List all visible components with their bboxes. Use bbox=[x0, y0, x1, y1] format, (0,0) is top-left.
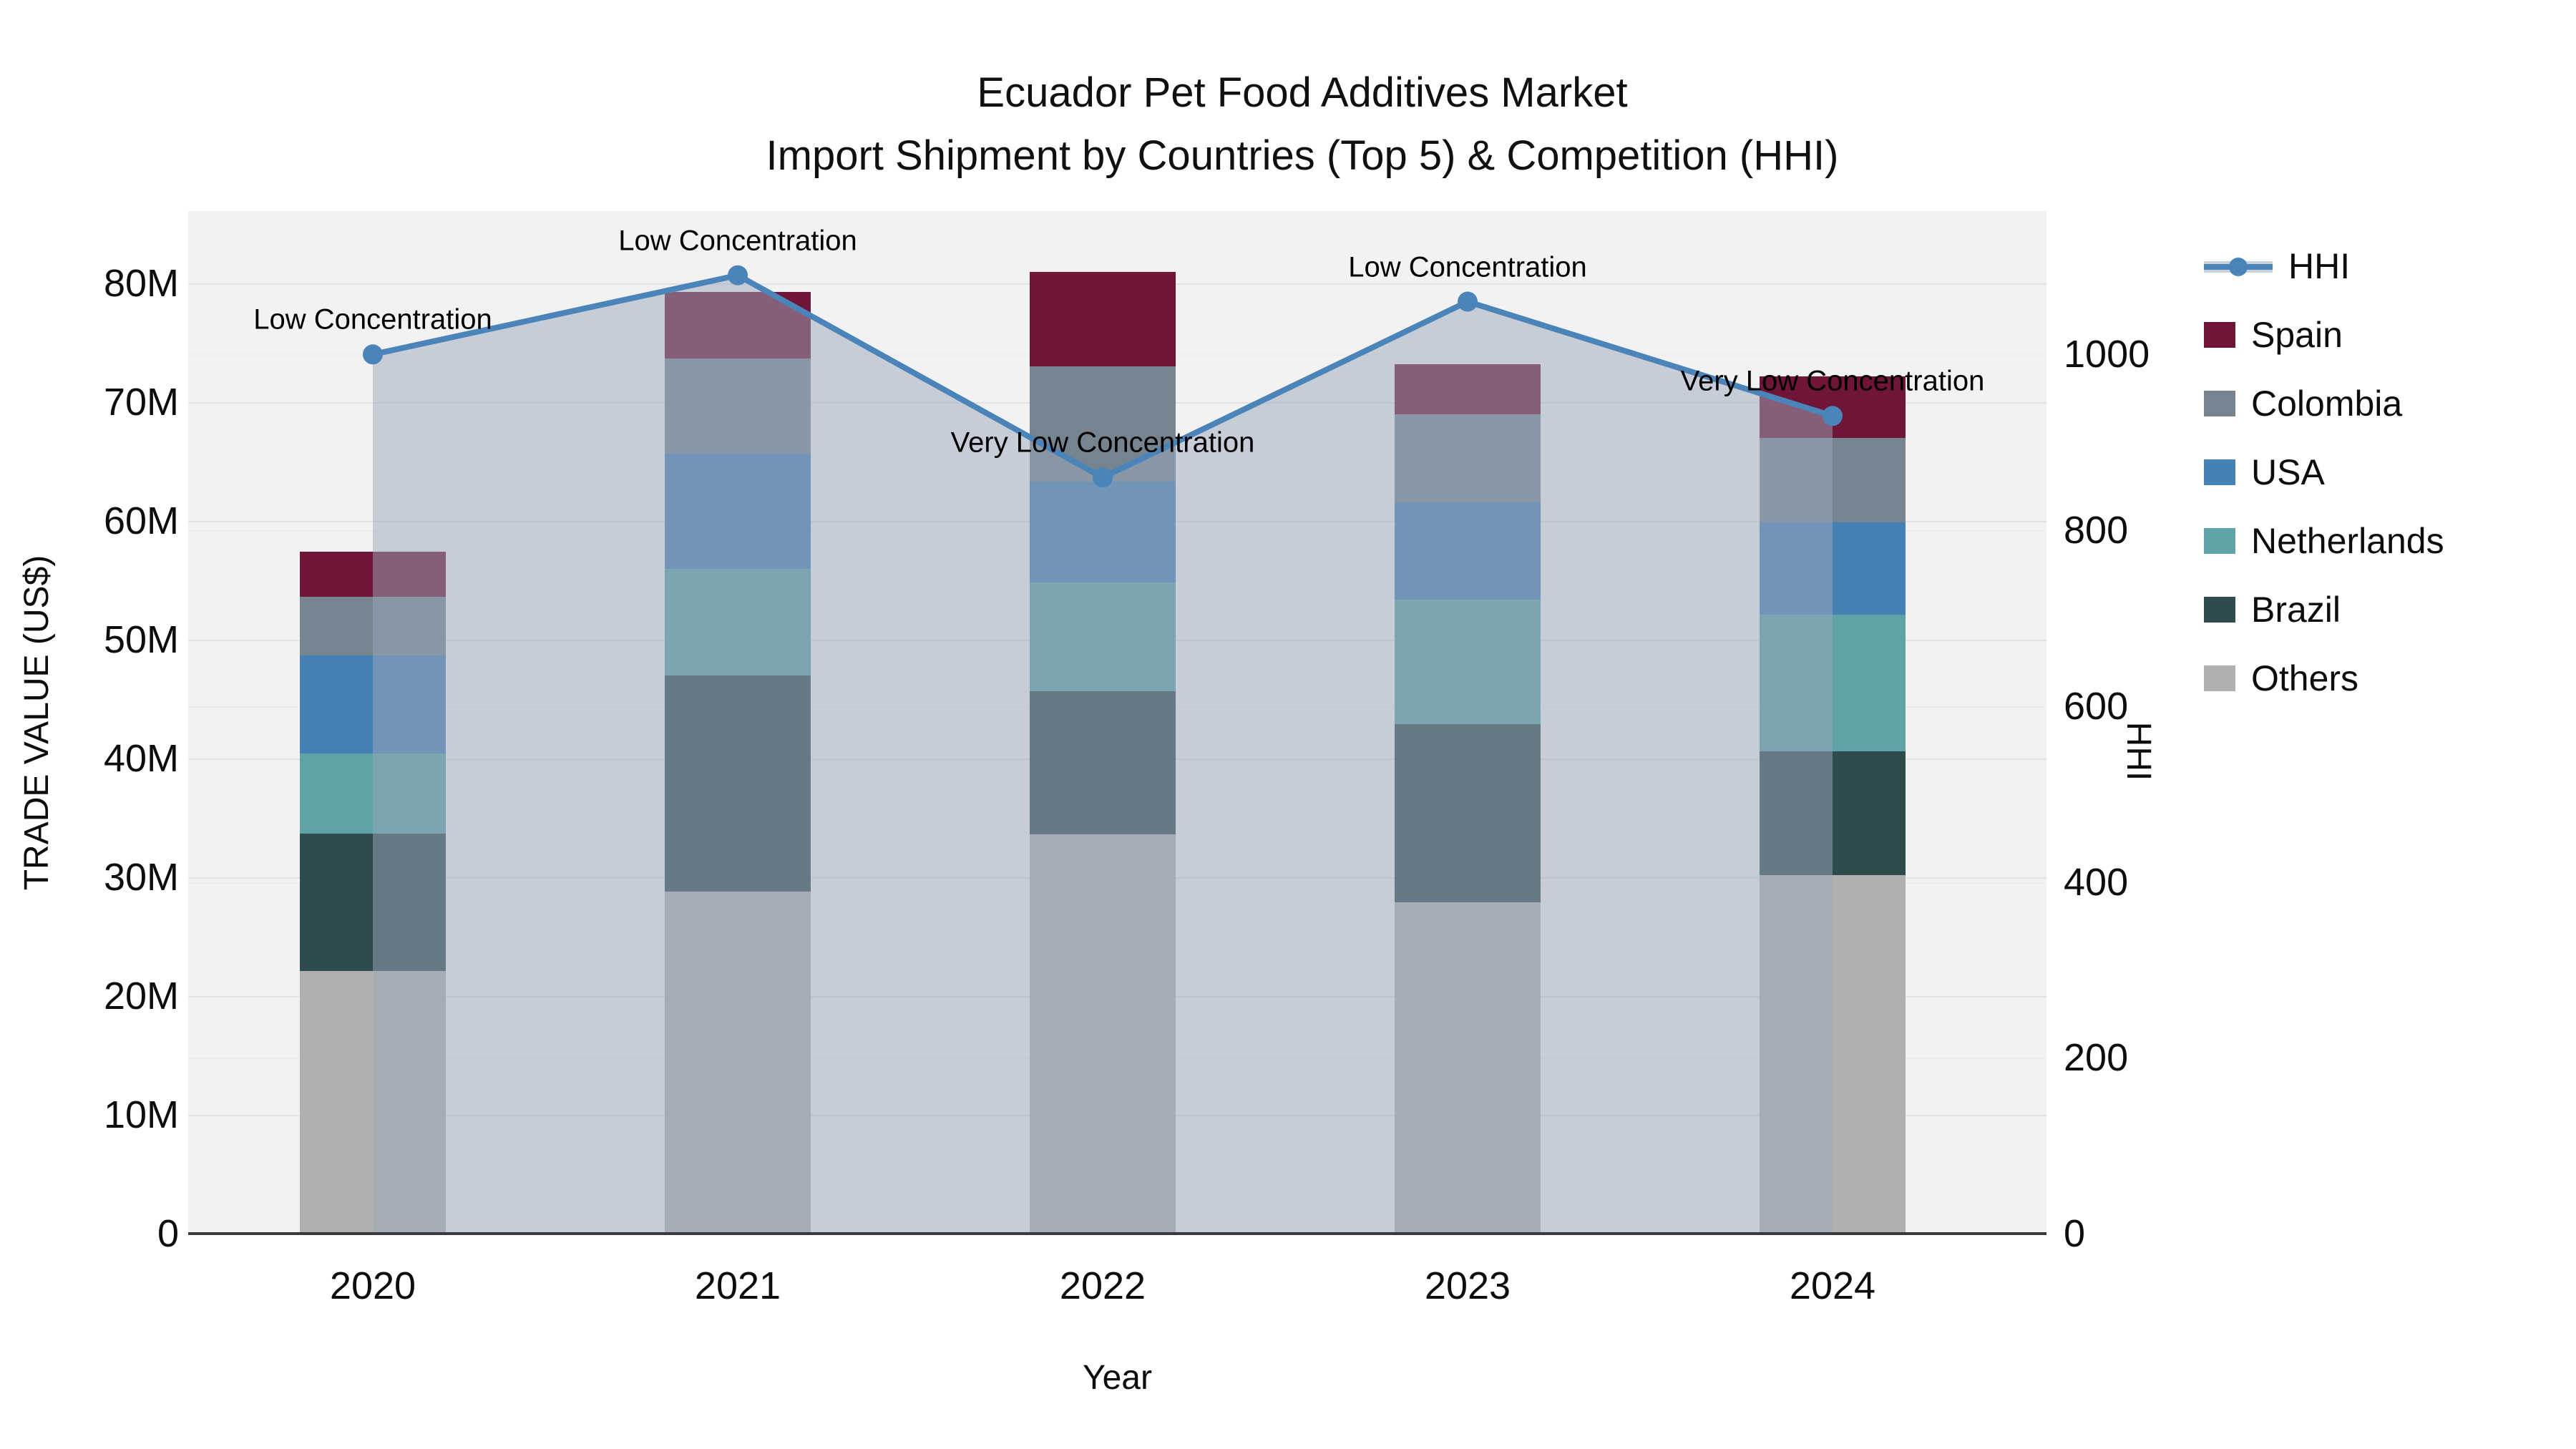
left-tick-0: 0 bbox=[157, 1212, 179, 1255]
left-tick-70M: 70M bbox=[103, 381, 179, 424]
hhi-marker-2024 bbox=[1823, 406, 1843, 426]
right-tick-200: 200 bbox=[2064, 1036, 2129, 1080]
x-tick-2021: 2021 bbox=[694, 1264, 781, 1307]
legend-label-hhi: HHI bbox=[2288, 246, 2351, 286]
legend-item-brazil[interactable]: Brazil bbox=[2204, 584, 2444, 635]
legend-label-brazil: Brazil bbox=[2251, 590, 2341, 630]
x-tick-2020: 2020 bbox=[329, 1264, 416, 1307]
left-tick-20M: 20M bbox=[103, 975, 179, 1018]
hhi-line-legend-icon bbox=[2204, 252, 2273, 280]
legend-item-hhi[interactable]: HHI bbox=[2204, 240, 2444, 292]
chart-title: Ecuador Pet Food Additives Market bbox=[977, 69, 1628, 116]
legend-swatch-spain bbox=[2204, 322, 2235, 348]
legend-swatch-usa bbox=[2204, 459, 2235, 485]
hhi-area-fill bbox=[373, 275, 1833, 1234]
left-tick-80M: 80M bbox=[103, 262, 179, 306]
legend: HHI Spain Colombia USA Netherlands Brazil Othe… bbox=[2204, 240, 2444, 721]
legend-item-netherlands[interactable]: Netherlands bbox=[2204, 515, 2444, 567]
legend-label-netherlands: Netherlands bbox=[2251, 521, 2444, 561]
hhi-marker-2022 bbox=[1093, 467, 1113, 488]
hhi-area-line-overlay bbox=[363, 265, 1843, 1234]
right-axis-title: HHI bbox=[2119, 721, 2157, 781]
left-axis-title: TRADE VALUE (US$) bbox=[18, 555, 56, 891]
legend-item-colombia[interactable]: Colombia bbox=[2204, 378, 2444, 429]
left-tick-50M: 50M bbox=[103, 618, 179, 662]
legend-swatch-colombia bbox=[2204, 391, 2235, 416]
chart-subtitle: Import Shipment by Countries (Top 5) & C… bbox=[766, 132, 1839, 179]
hhi-marker-2021 bbox=[728, 265, 748, 286]
right-tick-0: 0 bbox=[2064, 1212, 2086, 1255]
right-tick-600: 600 bbox=[2064, 684, 2129, 728]
plot-area: Low Concentration Low Concentration Very L… bbox=[188, 211, 2046, 1234]
left-tick-60M: 60M bbox=[103, 499, 179, 543]
legend-item-usa[interactable]: USA bbox=[2204, 447, 2444, 498]
x-tick-2022: 2022 bbox=[1059, 1264, 1146, 1307]
annotation-2021: Low Concentration bbox=[618, 225, 857, 257]
left-tick-30M: 30M bbox=[103, 856, 179, 899]
legend-swatch-netherlands bbox=[2204, 528, 2235, 554]
annotation-2024: Very Low Concentration bbox=[1680, 365, 1985, 397]
annotation-2023: Low Concentration bbox=[1348, 251, 1587, 283]
legend-item-others[interactable]: Others bbox=[2204, 653, 2444, 704]
x-tick-2023: 2023 bbox=[1424, 1264, 1511, 1307]
legend-label-others: Others bbox=[2251, 658, 2359, 698]
hhi-marker-2023 bbox=[1458, 291, 1478, 312]
left-tick-40M: 40M bbox=[103, 737, 179, 781]
right-tick-800: 800 bbox=[2064, 509, 2129, 552]
right-tick-1000: 1000 bbox=[2064, 333, 2150, 376]
legend-label-spain: Spain bbox=[2251, 315, 2343, 355]
x-axis-line bbox=[188, 1232, 2046, 1235]
legend-swatch-others bbox=[2204, 665, 2235, 691]
bar-segment-2022-spain bbox=[1030, 271, 1176, 367]
right-tick-400: 400 bbox=[2064, 860, 2129, 904]
legend-label-colombia: Colombia bbox=[2251, 384, 2403, 424]
x-tick-2024: 2024 bbox=[1789, 1264, 1876, 1307]
annotation-2020: Low Concentration bbox=[253, 303, 492, 336]
legend-swatch-brazil bbox=[2204, 597, 2235, 623]
left-tick-10M: 10M bbox=[103, 1093, 179, 1137]
legend-item-spain[interactable]: Spain bbox=[2204, 309, 2444, 361]
hhi-marker-2020 bbox=[363, 344, 383, 365]
legend-label-usa: USA bbox=[2251, 452, 2325, 492]
annotation-2022: Very Low Concentration bbox=[950, 426, 1255, 459]
x-axis-title: Year bbox=[1083, 1359, 1152, 1397]
